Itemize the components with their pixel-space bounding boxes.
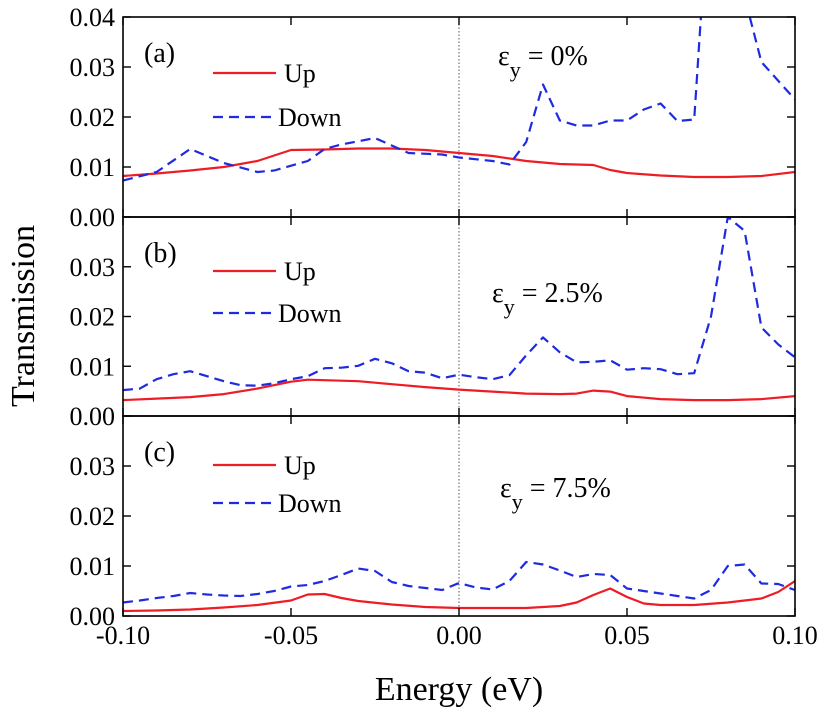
series-line-down: [123, 17, 795, 182]
series-line-up: [123, 580, 795, 613]
legend-label-up: Up: [284, 59, 316, 88]
x-axis-label: Energy (eV): [375, 671, 543, 708]
series-line-up: [123, 378, 795, 402]
plot-frame: [122, 415, 796, 617]
legend-label-down: Down: [278, 103, 342, 132]
x-tick-label: 0.00: [436, 621, 482, 650]
panel-c: 0.00 0.01 0.02 0.03 -0.10 -0.05 0.00 0.05 0.10 (c…: [70, 415, 818, 650]
strain-annotation: εy = 0%: [498, 41, 588, 82]
series-line-up: [123, 147, 795, 179]
strain-annotation: εy = 2.5%: [492, 278, 603, 319]
y-tick-label: 0.03: [70, 53, 116, 82]
y-tick-label: 0.01: [70, 352, 116, 381]
series-line-down: [123, 560, 795, 604]
strain-annotation: εy = 7.5%: [500, 473, 611, 514]
y-tick-label: 0.01: [70, 552, 116, 581]
panel-label: (c): [144, 437, 175, 468]
x-tick-label: -0.05: [264, 621, 318, 650]
series-line-down: [123, 217, 795, 392]
y-tick-label: 0.00: [70, 602, 116, 631]
x-tick-label: -0.10: [96, 621, 150, 650]
panel-label: (a): [144, 38, 175, 69]
y-tick-label: 0.03: [70, 452, 116, 481]
y-tick-label: 0.02: [70, 502, 116, 531]
x-tick-label: 0.10: [772, 621, 818, 650]
legend-label-up: Up: [284, 451, 316, 480]
y-axis-label: Transmission: [5, 225, 42, 407]
panel-b: 0.00 0.01 0.02 0.03 (b) Up Down εy = 2.5%: [70, 216, 796, 431]
y-tick-label: 0.02: [70, 303, 116, 332]
legend-label-up: Up: [284, 257, 316, 286]
y-tick-label: 0.00: [70, 402, 116, 431]
y-tick-label: 0.04: [70, 3, 116, 32]
panel-label: (b): [144, 238, 177, 269]
legend-label-down: Down: [278, 489, 342, 518]
panel-a: 0.00 0.01 0.02 0.03 0.04 (a) Up Down εy = 0%: [70, 3, 796, 232]
y-tick-label: 0.02: [70, 103, 116, 132]
legend-label-down: Down: [278, 299, 342, 328]
y-tick-label: 0.01: [70, 153, 116, 182]
x-tick-label: 0.05: [604, 621, 650, 650]
plot-frame: [122, 16, 796, 218]
y-tick-label: 0.03: [70, 253, 116, 282]
y-tick-label: 0.00: [70, 203, 116, 232]
